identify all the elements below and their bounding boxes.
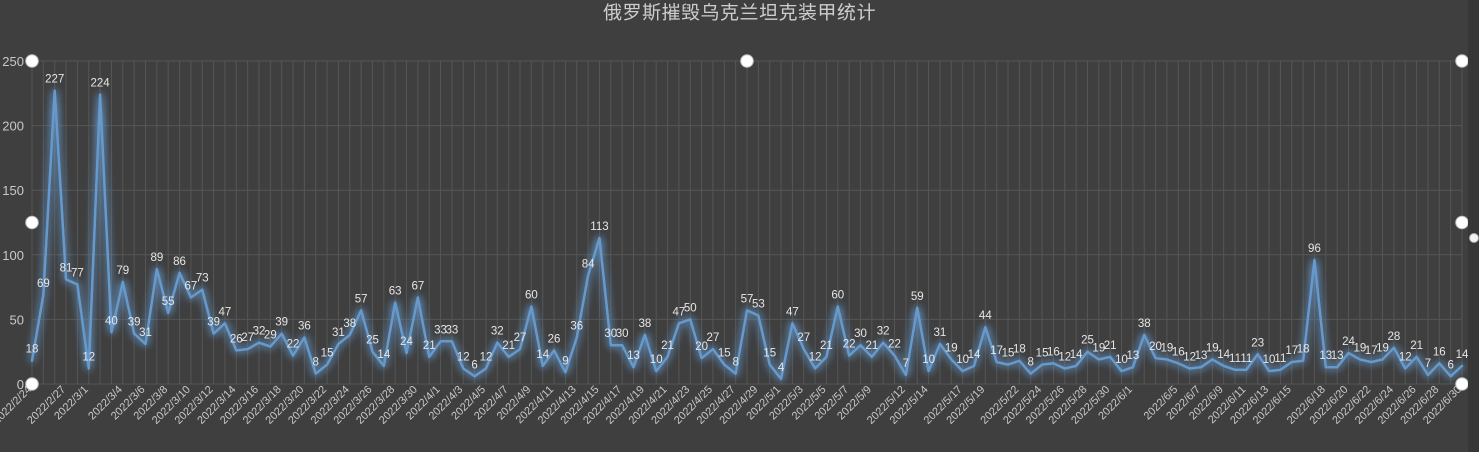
svg-text:19: 19 [1376, 342, 1389, 354]
svg-text:47: 47 [786, 306, 799, 318]
svg-text:26: 26 [548, 333, 561, 345]
svg-text:12: 12 [480, 352, 493, 364]
svg-text:4: 4 [778, 362, 785, 374]
svg-text:12: 12 [457, 352, 470, 364]
svg-text:8: 8 [1028, 357, 1034, 369]
svg-text:6: 6 [471, 359, 477, 371]
svg-text:11: 11 [1240, 353, 1252, 365]
svg-text:6: 6 [1447, 359, 1453, 371]
svg-text:15: 15 [763, 348, 776, 360]
svg-text:79: 79 [116, 265, 129, 277]
svg-text:22: 22 [888, 339, 901, 351]
svg-text:30: 30 [854, 328, 867, 340]
svg-text:96: 96 [1308, 243, 1321, 255]
svg-text:73: 73 [196, 273, 209, 285]
svg-text:33: 33 [446, 324, 459, 336]
svg-text:40: 40 [105, 315, 118, 327]
svg-text:113: 113 [590, 221, 608, 233]
svg-text:27: 27 [707, 332, 720, 344]
svg-text:60: 60 [831, 289, 844, 301]
svg-text:21: 21 [865, 340, 878, 352]
svg-text:9: 9 [562, 355, 568, 367]
svg-text:18: 18 [1013, 344, 1026, 356]
svg-text:150: 150 [2, 183, 24, 198]
svg-text:36: 36 [298, 320, 311, 332]
svg-text:8: 8 [732, 357, 738, 369]
svg-text:39: 39 [207, 317, 220, 329]
svg-text:59: 59 [911, 291, 924, 303]
svg-text:15: 15 [718, 348, 731, 360]
svg-text:250: 250 [2, 54, 24, 69]
svg-text:24: 24 [400, 336, 413, 348]
svg-text:21: 21 [661, 340, 674, 352]
svg-text:21: 21 [423, 340, 436, 352]
svg-text:14: 14 [377, 349, 390, 361]
svg-text:60: 60 [525, 289, 538, 301]
svg-text:14: 14 [1070, 349, 1083, 361]
svg-text:13: 13 [1331, 350, 1344, 362]
svg-text:100: 100 [2, 248, 24, 263]
svg-text:89: 89 [150, 252, 163, 264]
svg-text:14: 14 [536, 349, 549, 361]
svg-text:21: 21 [1410, 340, 1423, 352]
svg-text:53: 53 [752, 299, 765, 311]
svg-text:10: 10 [650, 354, 663, 366]
svg-text:27: 27 [797, 332, 810, 344]
svg-text:25: 25 [366, 335, 379, 347]
svg-text:69: 69 [37, 278, 50, 290]
svg-text:67: 67 [411, 280, 424, 292]
svg-text:19: 19 [945, 342, 958, 354]
svg-text:21: 21 [1104, 340, 1117, 352]
svg-text:21: 21 [820, 340, 833, 352]
svg-text:28: 28 [1388, 331, 1401, 343]
svg-text:50: 50 [684, 302, 697, 314]
svg-text:23: 23 [1251, 337, 1264, 349]
svg-text:18: 18 [26, 344, 39, 356]
svg-text:38: 38 [343, 318, 356, 330]
svg-text:11: 11 [1229, 353, 1241, 365]
svg-text:36: 36 [570, 320, 583, 332]
svg-text:86: 86 [173, 256, 186, 268]
svg-text:32: 32 [491, 326, 504, 338]
svg-text:22: 22 [843, 339, 856, 351]
svg-text:29: 29 [264, 330, 277, 342]
svg-text:44: 44 [979, 310, 992, 322]
svg-text:15: 15 [321, 348, 334, 360]
svg-text:13: 13 [627, 350, 640, 362]
svg-text:55: 55 [162, 296, 175, 308]
svg-text:77: 77 [71, 268, 84, 280]
svg-text:84: 84 [582, 258, 595, 270]
svg-text:12: 12 [82, 352, 95, 364]
svg-text:10: 10 [922, 354, 935, 366]
svg-text:63: 63 [389, 286, 402, 298]
svg-text:14: 14 [968, 349, 981, 361]
svg-text:38: 38 [1138, 318, 1151, 330]
svg-text:13: 13 [1126, 350, 1139, 362]
svg-text:224: 224 [91, 78, 111, 90]
svg-text:12: 12 [1399, 352, 1412, 364]
svg-text:200: 200 [2, 119, 24, 134]
svg-text:227: 227 [45, 74, 64, 86]
svg-text:38: 38 [638, 318, 651, 330]
svg-text:14: 14 [1456, 349, 1469, 361]
svg-text:32: 32 [877, 326, 890, 338]
svg-text:47: 47 [219, 306, 232, 318]
svg-text:31: 31 [934, 327, 947, 339]
svg-text:57: 57 [355, 293, 368, 305]
svg-text:7: 7 [903, 358, 909, 370]
svg-text:30: 30 [616, 328, 629, 340]
svg-text:7: 7 [1425, 358, 1431, 370]
svg-text:22: 22 [287, 339, 300, 351]
svg-text:31: 31 [139, 327, 152, 339]
svg-text:12: 12 [809, 352, 822, 364]
svg-text:16: 16 [1433, 346, 1446, 358]
svg-text:27: 27 [514, 332, 527, 344]
svg-text:8: 8 [313, 357, 319, 369]
svg-text:50: 50 [10, 312, 24, 327]
svg-text:39: 39 [275, 317, 288, 329]
svg-text:18: 18 [1297, 344, 1310, 356]
